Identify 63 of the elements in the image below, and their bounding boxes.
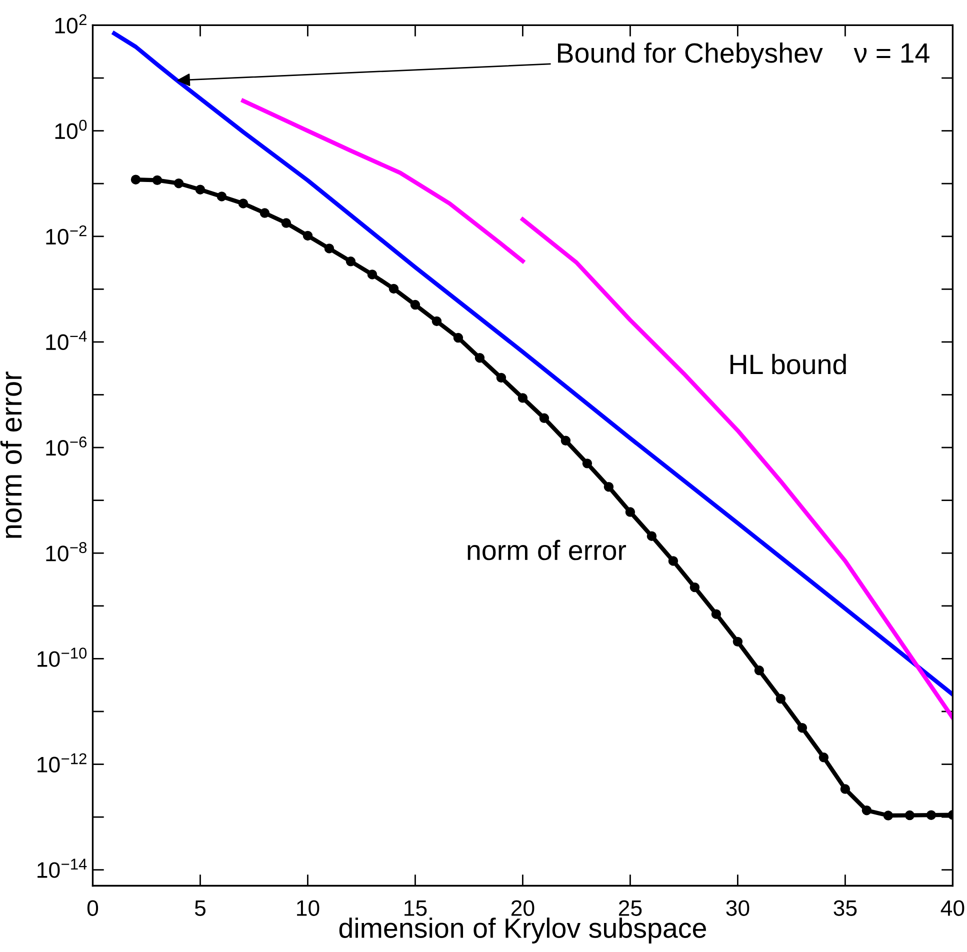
x-tick-label: 15: [404, 900, 427, 916]
point: [518, 393, 528, 403]
point: [818, 752, 829, 762]
point: [130, 174, 141, 184]
point: [904, 810, 915, 820]
point: [346, 256, 356, 266]
y-tick-label: 10$^{−12}$: [38, 753, 86, 773]
line-series: [112, 31, 953, 697]
x-tick-label: 10: [297, 900, 320, 916]
y-tick-label: 10$^{−10}$: [38, 648, 87, 667]
point: [260, 208, 270, 218]
point: [367, 270, 378, 280]
point: [797, 722, 808, 733]
x-tick-label: 40: [940, 900, 964, 916]
point: [582, 458, 592, 468]
point: [560, 436, 571, 446]
x-tick-label: 5: [194, 900, 206, 916]
point: [604, 482, 614, 492]
point: [926, 810, 936, 820]
point: [195, 184, 206, 194]
point: [388, 284, 399, 294]
x-tick-label: 30: [726, 900, 750, 916]
x-tick-label: 0: [87, 900, 98, 916]
point: [410, 300, 420, 310]
annotation: Bound for Chebyshev ν = 14: [558, 42, 930, 68]
annotation: norm of error: [468, 540, 626, 560]
point: [432, 316, 442, 326]
point: [324, 244, 334, 254]
y-tick-label: 10$^{0}$: [55, 120, 87, 140]
x-tick-label: 20: [511, 900, 534, 916]
line-series: [241, 98, 525, 264]
point: [776, 694, 786, 704]
point: [668, 556, 678, 566]
point: [711, 609, 722, 619]
point: [754, 666, 764, 676]
point: [646, 531, 657, 541]
point: [690, 582, 700, 592]
y-tick-label: 10$^{−8}$: [46, 542, 87, 562]
point: [453, 332, 464, 343]
y-tick-label: 10$^{−6}$: [46, 436, 87, 456]
point: [302, 230, 313, 241]
point: [883, 810, 894, 820]
point: [496, 372, 506, 383]
point: [152, 175, 162, 186]
point: [539, 413, 550, 424]
point: [625, 507, 636, 517]
annotation: HL bound: [730, 354, 846, 374]
y-axis-title: norm of error: [0, 372, 22, 538]
x-axis-title: dimension of Krylov subspace: [339, 918, 706, 944]
y-tick-label: 10$^{−2}$: [46, 225, 86, 245]
y-tick-label: 10$^{2}$: [55, 14, 86, 34]
point: [862, 805, 872, 816]
y-tick-label: 10$^{−4}$: [46, 330, 87, 350]
point: [174, 178, 184, 188]
x-tick-label: 35: [834, 900, 857, 916]
point: [732, 636, 743, 647]
point: [281, 218, 292, 228]
point: [238, 198, 248, 208]
y-tick-label: 10$^{−14}$: [38, 858, 87, 878]
x-tick-label: 25: [618, 900, 642, 916]
point: [474, 352, 485, 363]
point: [840, 784, 850, 794]
point: [216, 192, 227, 202]
